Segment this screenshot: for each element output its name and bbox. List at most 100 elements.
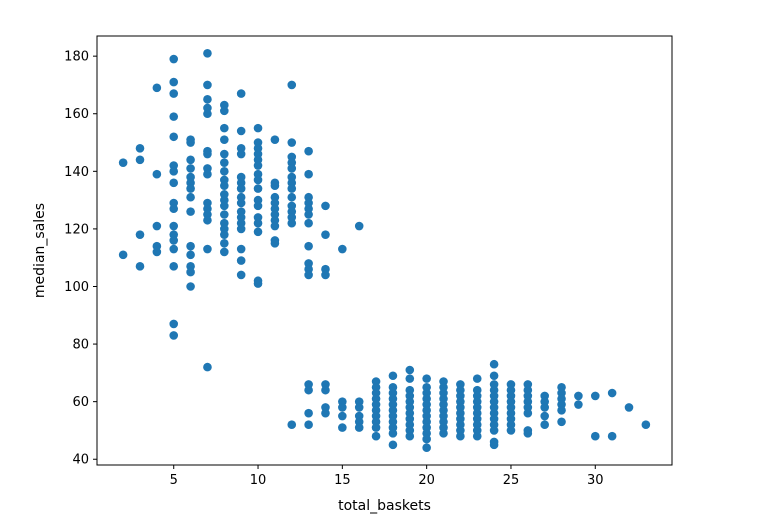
- data-point: [186, 207, 195, 216]
- data-point: [557, 417, 566, 427]
- y-tick-label: 160: [64, 107, 89, 122]
- data-point: [270, 181, 280, 191]
- data-point: [152, 247, 162, 257]
- y-axis-ticks: 40 60 80 100 120 140 160 180: [64, 50, 97, 468]
- data-point: [287, 192, 297, 202]
- data-point: [186, 192, 195, 202]
- data-point: [540, 411, 549, 421]
- data-point: [186, 184, 195, 193]
- data-point: [169, 236, 179, 245]
- data-point: [203, 95, 212, 104]
- data-point: [270, 135, 280, 144]
- data-point: [169, 178, 179, 188]
- data-point: [236, 184, 246, 193]
- data-point: [338, 423, 347, 432]
- data-point: [304, 420, 313, 429]
- y-tick-label: 120: [64, 222, 89, 237]
- data-point: [321, 385, 330, 395]
- data-point: [220, 201, 229, 211]
- data-point: [590, 431, 600, 441]
- data-point: [220, 181, 229, 191]
- data-point: [287, 80, 297, 90]
- data-point: [220, 247, 229, 257]
- data-point: [287, 184, 297, 193]
- data-point: [321, 201, 330, 211]
- data-point: [169, 204, 179, 214]
- data-point: [169, 262, 179, 271]
- data-point: [422, 434, 431, 444]
- data-point: [321, 408, 330, 418]
- x-axis-ticks: 5 10 15 20 25 30: [170, 465, 604, 488]
- data-point: [220, 135, 229, 144]
- data-point: [489, 359, 499, 369]
- data-point: [338, 411, 347, 421]
- data-point: [220, 158, 229, 167]
- data-point: [169, 132, 179, 142]
- data-point: [371, 431, 381, 441]
- data-point: [304, 218, 313, 228]
- data-point: [574, 400, 583, 409]
- data-point: [203, 244, 212, 254]
- plot-frame: [96, 35, 673, 466]
- data-point: [557, 406, 566, 415]
- x-tick-label: 20: [418, 473, 435, 488]
- y-tick-label: 80: [72, 338, 89, 353]
- y-axis-label: median_sales: [32, 203, 48, 298]
- data-point: [287, 164, 297, 173]
- data-point: [270, 221, 280, 231]
- data-point: [169, 244, 179, 254]
- data-point: [321, 230, 330, 239]
- data-point: [338, 403, 347, 412]
- data-point: [371, 423, 381, 432]
- data-point: [304, 169, 313, 179]
- data-point: [236, 244, 246, 254]
- data-point: [304, 408, 313, 418]
- data-point: [321, 270, 330, 280]
- data-point: [388, 440, 398, 450]
- data-point: [169, 319, 179, 329]
- data-point: [270, 239, 280, 248]
- data-point: [253, 184, 263, 193]
- data-point: [135, 230, 145, 239]
- data-point: [253, 279, 263, 288]
- x-tick-label: 15: [334, 473, 351, 488]
- data-point: [253, 123, 263, 133]
- data-point: [152, 221, 162, 231]
- data-point: [169, 221, 179, 231]
- data-point: [186, 241, 195, 251]
- data-point: [456, 431, 465, 441]
- data-point: [304, 241, 313, 251]
- data-point: [118, 158, 128, 167]
- data-point: [506, 426, 516, 435]
- data-point: [472, 431, 482, 441]
- data-point: [203, 215, 212, 225]
- data-point: [590, 391, 600, 401]
- x-axis-label: total_baskets: [338, 498, 431, 514]
- data-point: [186, 282, 195, 291]
- x-tick-label: 30: [587, 473, 604, 488]
- x-tick-label: 25: [503, 473, 520, 488]
- data-point: [236, 149, 246, 159]
- x-tick-label: 5: [170, 473, 178, 488]
- data-point: [220, 106, 229, 116]
- data-point: [220, 210, 229, 219]
- data-point: [338, 244, 347, 254]
- data-point: [354, 423, 364, 432]
- data-point: [203, 48, 212, 58]
- data-point: [523, 429, 533, 438]
- data-point: [203, 109, 212, 119]
- data-point: [186, 138, 195, 147]
- data-points: [118, 48, 651, 453]
- data-point: [422, 374, 431, 383]
- data-point: [236, 224, 246, 234]
- data-point: [405, 365, 415, 375]
- data-point: [405, 374, 415, 383]
- data-point: [186, 250, 195, 260]
- data-point: [489, 371, 499, 381]
- data-point: [169, 331, 179, 340]
- data-point: [186, 267, 195, 277]
- y-tick-label: 40: [72, 453, 89, 468]
- data-point: [236, 89, 246, 98]
